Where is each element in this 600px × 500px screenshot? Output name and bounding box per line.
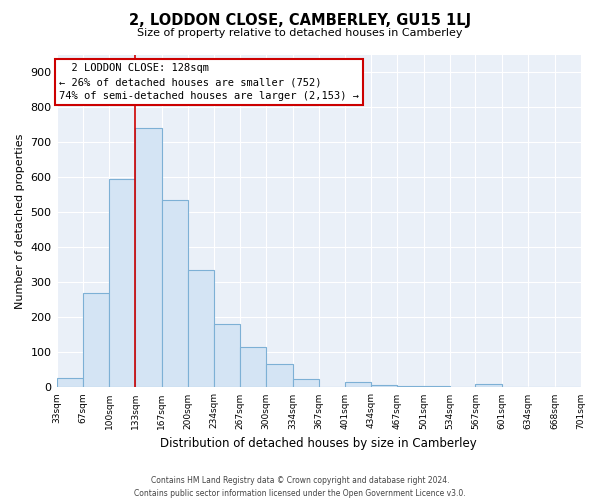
Text: 2 LODDON CLOSE: 128sqm
← 26% of detached houses are smaller (752)
74% of semi-de: 2 LODDON CLOSE: 128sqm ← 26% of detached… xyxy=(59,64,359,102)
Bar xyxy=(56,378,83,388)
Bar xyxy=(83,293,109,388)
X-axis label: Distribution of detached houses by size in Camberley: Distribution of detached houses by size … xyxy=(160,437,477,450)
Text: Size of property relative to detached houses in Camberley: Size of property relative to detached ho… xyxy=(137,28,463,38)
Bar xyxy=(109,178,135,388)
Bar xyxy=(293,378,319,388)
Bar xyxy=(345,382,371,388)
Text: 2, LODDON CLOSE, CAMBERLEY, GU15 1LJ: 2, LODDON CLOSE, CAMBERLEY, GU15 1LJ xyxy=(129,12,471,28)
Bar xyxy=(214,324,240,388)
Y-axis label: Number of detached properties: Number of detached properties xyxy=(15,134,25,309)
Bar xyxy=(266,364,293,388)
Bar xyxy=(135,128,161,388)
Bar xyxy=(397,386,424,388)
Bar xyxy=(188,270,214,388)
Bar xyxy=(240,347,266,388)
Text: Contains HM Land Registry data © Crown copyright and database right 2024.
Contai: Contains HM Land Registry data © Crown c… xyxy=(134,476,466,498)
Bar xyxy=(371,384,397,388)
Bar xyxy=(424,386,449,388)
Bar xyxy=(475,384,502,388)
Bar xyxy=(161,200,188,388)
